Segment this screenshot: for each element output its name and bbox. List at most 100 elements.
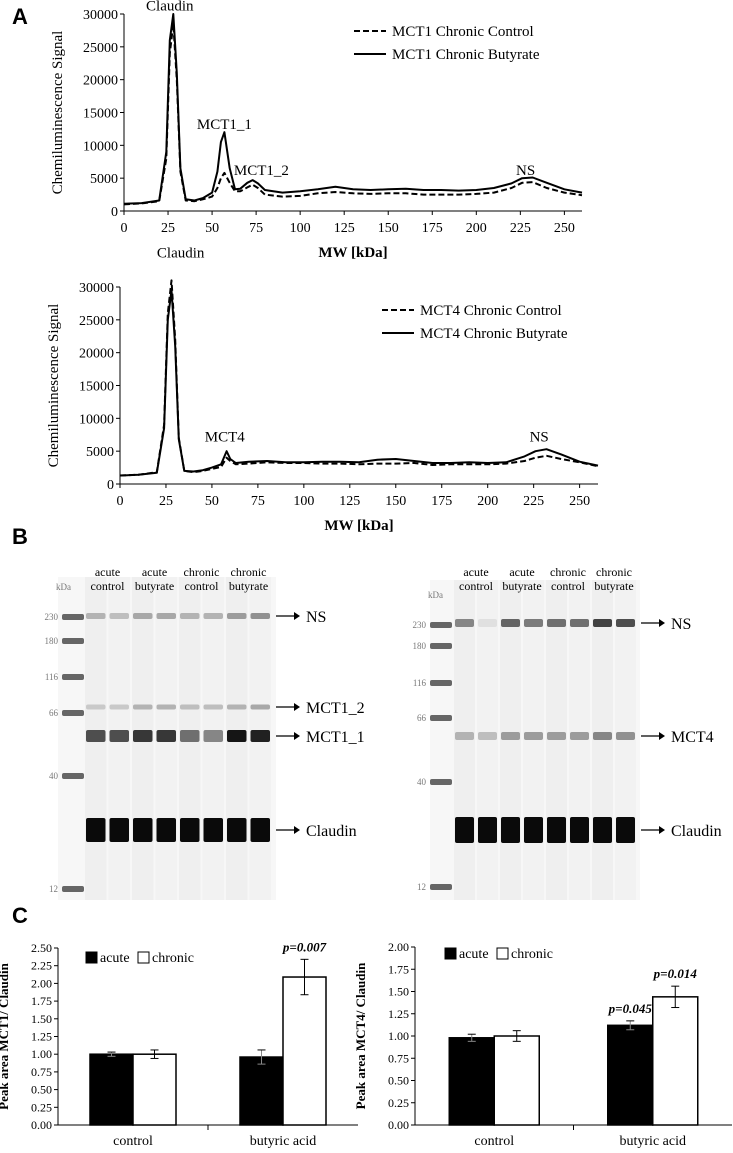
y-tick-label: 0.00 — [31, 1118, 52, 1132]
blot-band — [156, 818, 176, 842]
ladder-label: 12 — [49, 884, 58, 894]
panel-letter-c: C — [12, 903, 28, 928]
bar — [132, 1053, 177, 1126]
blot-band — [593, 732, 612, 740]
x-tick-label: 100 — [290, 221, 311, 236]
blot-band — [227, 613, 247, 619]
y-tick-label: 1.25 — [388, 1007, 409, 1021]
legend-label: acute — [459, 947, 489, 962]
blot-band — [250, 704, 270, 710]
group-label-line2: butyrate — [594, 579, 633, 593]
x-tick-label: 0 — [117, 494, 124, 509]
group-label-line2: butyrate — [502, 579, 541, 593]
peak-annotation: MCT1_2 — [234, 163, 289, 179]
y-tick-label: 1.00 — [31, 1047, 52, 1061]
blot-band — [227, 818, 247, 842]
peak-annotation: MCT4 — [205, 429, 246, 445]
y-tick-label: 15000 — [83, 107, 118, 122]
legend-label: MCT4 Chronic Control — [420, 303, 562, 319]
y-tick-label: 0.75 — [31, 1065, 52, 1079]
y-tick-label: 0 — [111, 205, 118, 220]
blot-band — [524, 619, 543, 627]
group-label-line2: butyrate — [135, 579, 174, 593]
ladder-label: 12 — [417, 882, 426, 892]
y-axis-label: Peak area MCT4/ Claudin — [353, 962, 368, 1110]
group-label-line1: acute — [463, 565, 488, 579]
group-label-line2: butyrate — [229, 579, 268, 593]
blot-band — [250, 818, 270, 842]
group-label-line1: chronic — [231, 565, 267, 579]
group-label-line1: chronic — [596, 565, 632, 579]
ladder-band — [430, 680, 452, 686]
blot-band — [203, 730, 223, 742]
ladder-label: 40 — [49, 771, 59, 781]
x-tick-label: 150 — [378, 221, 399, 236]
peak-annotation: Claudin — [157, 245, 205, 261]
y-tick-label: 10000 — [79, 412, 114, 427]
x-tick-label: 150 — [385, 494, 406, 509]
ladder-label: 66 — [417, 713, 427, 723]
x-tick-label: 250 — [569, 494, 590, 509]
blot-band — [180, 730, 200, 742]
blot-band — [203, 818, 223, 842]
blot-band — [133, 613, 153, 619]
y-tick-label: 1.75 — [31, 994, 52, 1008]
band-label: MCT1_2 — [306, 700, 365, 717]
blot-band — [570, 732, 589, 740]
blot-band — [180, 704, 200, 710]
group-label-line1: acute — [509, 565, 534, 579]
x-tick-label: 50 — [205, 494, 219, 509]
x-tick-label: 175 — [422, 221, 443, 236]
peak-annotation: Claudin — [146, 0, 194, 15]
category-label: control — [474, 1134, 514, 1149]
y-tick-label: 20000 — [79, 347, 114, 362]
blot-band — [180, 613, 200, 619]
band-label: Claudin — [671, 823, 722, 840]
band-arrowhead — [659, 826, 665, 834]
y-tick-label: 0.75 — [388, 1051, 409, 1065]
x-tick-label: 225 — [510, 221, 531, 236]
legend-label: acute — [100, 951, 130, 966]
band-arrowhead — [294, 732, 300, 740]
y-axis-label: Chemiluminescence Signal — [46, 304, 62, 468]
y-tick-label: 1.00 — [388, 1029, 409, 1043]
y-tick-label: 2.00 — [31, 976, 52, 990]
blot-band — [156, 704, 176, 710]
blot-band — [501, 732, 520, 740]
ladder-label: 180 — [45, 636, 59, 646]
legend-label: chronic — [152, 951, 194, 966]
blot-band — [86, 730, 106, 742]
peak-annotation: NS — [530, 429, 549, 445]
blot-band — [593, 817, 612, 843]
series-line-1 — [123, 22, 583, 206]
group-label-line1: chronic — [550, 565, 586, 579]
y-tick-label: 1.25 — [31, 1030, 52, 1044]
y-tick-label: 25000 — [83, 41, 118, 56]
group-label-line1: acute — [95, 565, 120, 579]
blot-band — [547, 817, 566, 843]
band-label: MCT1_1 — [306, 729, 365, 746]
x-tick-label: 200 — [466, 221, 487, 236]
x-tick-label: 25 — [161, 221, 175, 236]
y-tick-label: 0 — [107, 478, 114, 493]
legend-swatch — [85, 951, 98, 964]
bar — [607, 1024, 654, 1126]
x-tick-label: 200 — [477, 494, 498, 509]
blot-band — [109, 613, 129, 619]
ladder-label: 116 — [45, 672, 59, 682]
category-label: butyric acid — [620, 1134, 686, 1149]
blot-band — [133, 704, 153, 710]
legend-label: MCT4 Chronic Butyrate — [420, 326, 568, 342]
y-tick-label: 0.00 — [388, 1118, 409, 1132]
x-tick-label: 125 — [334, 221, 355, 236]
blot-band — [156, 730, 176, 742]
blot-band — [616, 817, 635, 843]
category-label: control — [113, 1134, 153, 1149]
bar — [493, 1035, 540, 1126]
p-value-label: p=0.007 — [282, 939, 327, 954]
y-tick-label: 20000 — [83, 74, 118, 89]
group-label-line2: control — [459, 579, 494, 593]
ladder-band — [430, 884, 452, 890]
series-line-2 — [119, 289, 599, 477]
